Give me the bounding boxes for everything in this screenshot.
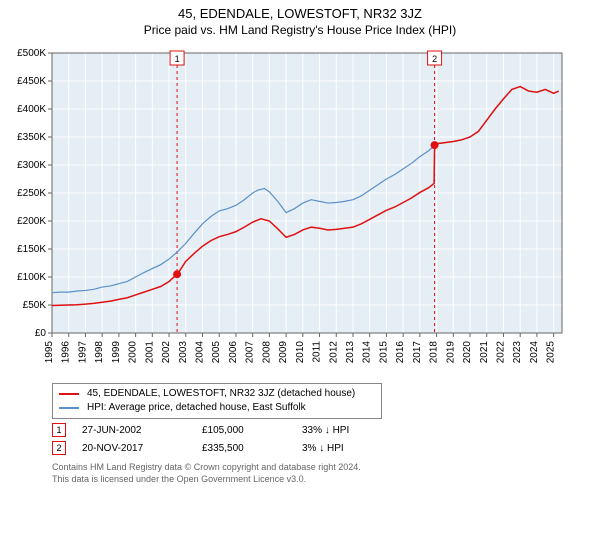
x-tick-label: 2020: [462, 341, 473, 364]
legend-row: HPI: Average price, detached house, East…: [59, 401, 375, 415]
page-title: 45, EDENDALE, LOWESTOFT, NR32 3JZ: [10, 6, 590, 21]
x-tick-label: 2024: [529, 341, 540, 364]
x-tick-label: 1998: [94, 341, 105, 364]
x-tick-label: 2014: [362, 341, 373, 364]
sale-pct: 3% ↓ HPI: [302, 443, 344, 454]
legend-label: 45, EDENDALE, LOWESTOFT, NR32 3JZ (detac…: [87, 387, 355, 401]
sale-marker-label: 1: [175, 54, 180, 64]
y-tick-label: £200K: [17, 216, 46, 227]
sale-date: 20-NOV-2017: [82, 443, 202, 454]
y-tick-label: £0: [35, 328, 47, 339]
x-tick-label: 1999: [111, 341, 122, 364]
y-tick-label: £50K: [23, 300, 47, 311]
sale-marker-box: 2: [52, 441, 66, 455]
x-tick-label: 2023: [512, 341, 523, 364]
sale-dot: [431, 141, 439, 149]
price-chart: £0 £50K £100K £150K £200K £250K £300K £350K £400…: [10, 47, 570, 377]
x-tick-label: 2007: [245, 341, 256, 364]
sale-price: £105,000: [202, 425, 302, 436]
y-tick-label: £350K: [17, 132, 46, 143]
sale-marker-box: 1: [52, 423, 66, 437]
x-tick-label: 2015: [378, 341, 389, 364]
y-tick-label: £300K: [17, 160, 46, 171]
x-tick-label: 2002: [161, 341, 172, 364]
legend-row: 45, EDENDALE, LOWESTOFT, NR32 3JZ (detac…: [59, 387, 375, 401]
y-tick-label: £400K: [17, 104, 46, 115]
footer-line: This data is licensed under the Open Gov…: [52, 473, 590, 485]
x-tick-label: 2004: [194, 341, 205, 364]
sale-row: 2 20-NOV-2017£335,5003% ↓ HPI: [52, 441, 590, 455]
x-tick-label: 2025: [546, 341, 557, 364]
x-tick-label: 2012: [328, 341, 339, 364]
legend-swatch: [59, 407, 79, 409]
x-tick-label: 1996: [61, 341, 72, 364]
sale-date: 27-JUN-2002: [82, 425, 202, 436]
x-tick-label: 2008: [261, 341, 272, 364]
x-tick-label: 1995: [44, 341, 55, 364]
sale-price: £335,500: [202, 443, 302, 454]
y-tick-label: £450K: [17, 76, 46, 87]
x-tick-label: 2018: [429, 341, 440, 364]
sale-row: 1 27-JUN-2002£105,00033% ↓ HPI: [52, 423, 590, 437]
y-tick-label: £500K: [17, 48, 46, 59]
legend-label: HPI: Average price, detached house, East…: [87, 401, 306, 415]
y-tick-label: £150K: [17, 244, 46, 255]
x-tick-label: 2022: [495, 341, 506, 364]
x-tick-label: 2013: [345, 341, 356, 364]
x-tick-label: 2003: [178, 341, 189, 364]
x-tick-label: 1997: [77, 341, 88, 364]
legend-swatch: [59, 393, 79, 395]
footer-line: Contains HM Land Registry data © Crown c…: [52, 461, 590, 473]
x-tick-label: 2017: [412, 341, 423, 364]
x-tick-label: 2019: [445, 341, 456, 364]
legend: 45, EDENDALE, LOWESTOFT, NR32 3JZ (detac…: [52, 383, 382, 419]
x-tick-label: 2009: [278, 341, 289, 364]
x-tick-label: 2005: [211, 341, 222, 364]
x-tick-label: 2000: [128, 341, 139, 364]
sales-list: 1 27-JUN-2002£105,00033% ↓ HPI 2 20-NOV-201…: [10, 423, 590, 455]
sale-dot: [173, 270, 181, 278]
y-tick-label: £250K: [17, 188, 46, 199]
footer: Contains HM Land Registry data © Crown c…: [52, 461, 590, 485]
x-tick-label: 2016: [395, 341, 406, 364]
x-tick-label: 2021: [479, 341, 490, 364]
y-tick-label: £100K: [17, 272, 46, 283]
x-tick-label: 2010: [295, 341, 306, 364]
x-tick-label: 2001: [144, 341, 155, 364]
sale-marker-label: 2: [432, 54, 437, 64]
sale-pct: 33% ↓ HPI: [302, 425, 349, 436]
page-subtitle: Price paid vs. HM Land Registry's House …: [10, 23, 590, 37]
x-tick-label: 2006: [228, 341, 239, 364]
x-tick-label: 2011: [312, 341, 323, 363]
chart-area: £0 £50K £100K £150K £200K £250K £300K £350K £400…: [10, 47, 590, 377]
